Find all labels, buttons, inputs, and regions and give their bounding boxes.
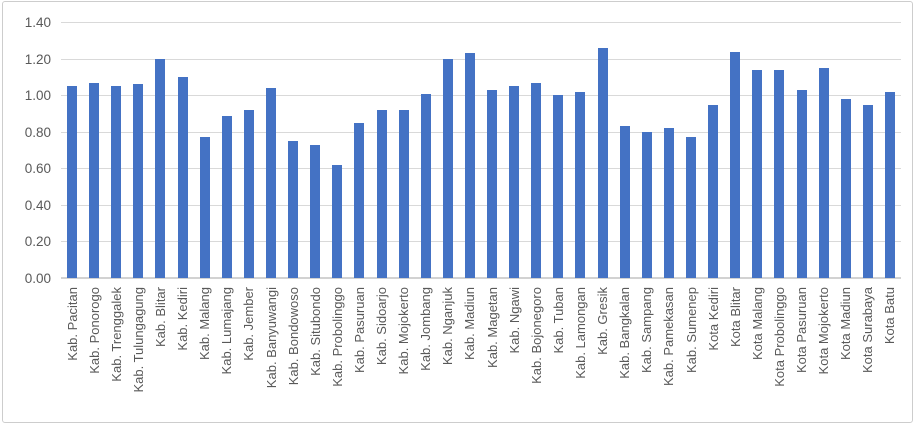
x-tick-label: Kab. Bondowoso: [285, 287, 301, 386]
x-tick-label: Kab. Pacitan: [64, 287, 80, 361]
x-tick-label: Kab. Magetan: [484, 287, 500, 368]
x-tick-label: Kab. Jember: [241, 287, 257, 361]
x-tick-label: Kota Blitar: [727, 287, 743, 347]
bar-kota-malang: [752, 69, 763, 278]
bar-kab-jombang: [420, 93, 431, 278]
y-tick-label: 0.00: [24, 271, 51, 286]
bar-kab-ngawi: [509, 86, 520, 278]
bar-kab-mojokerto: [398, 110, 409, 278]
x-tick-label: Kab. Mojokerto: [396, 287, 412, 375]
y-tick-label: 0.60: [24, 161, 51, 177]
bar-kab-probolinggo: [332, 164, 343, 278]
x-tick-label: Kab. Sampang: [639, 287, 655, 374]
bar-kab-tulungagung: [133, 84, 144, 278]
bar-kab-tuban: [553, 95, 564, 278]
x-tick-label: Kab. Pasuruan: [351, 287, 367, 374]
bar-kota-kediri: [708, 104, 719, 278]
bar-kab-bondowoso: [288, 141, 299, 278]
y-tick-label: 0.80: [24, 124, 51, 140]
gridline: [61, 131, 901, 133]
bar-kota-pasuruan: [796, 89, 807, 278]
x-tick-label: Kab. Sidoarjo: [374, 287, 390, 366]
bar-kab-pasuruan: [354, 122, 365, 278]
x-tick-label: Kab. Lumajang: [219, 287, 235, 375]
x-tick-label: Kab. Jombang: [418, 287, 434, 371]
bar-kab-jember: [243, 110, 254, 278]
bar-kab-bangkalan: [619, 126, 630, 278]
bar-kota-batu: [884, 91, 895, 278]
x-tick-label: Kota Probolinggo: [771, 287, 787, 387]
y-tick-label: 1.20: [24, 51, 51, 67]
y-tick-label: 1.00: [24, 88, 51, 104]
x-tick-label: Kab. Madiun: [462, 287, 478, 360]
x-tick-label: Kab. Bojonegoro: [528, 287, 544, 384]
x-tick-label: Kota Malang: [749, 287, 765, 360]
y-tick-label: 0.40: [24, 197, 51, 213]
x-tick-label: Kota Madiun: [838, 287, 854, 360]
bar-chart-frame: 0.00 0.20 0.40 0.60 0.80 1.00 1.20 1.40 Kab. Pa…: [2, 1, 913, 423]
bar-kab-sumenep: [686, 137, 696, 278]
x-tick-label: Kota Pasuruan: [794, 287, 810, 374]
x-tick-label: Kab. Nganjuk: [440, 287, 456, 366]
x-tick-label: Kota Mojokerto: [816, 287, 832, 375]
bar-kab-sampang: [641, 131, 652, 278]
bar-kab-kediri: [177, 77, 188, 278]
bar-kota-madiun: [840, 99, 851, 278]
bar-kab-pacitan: [67, 86, 78, 278]
bar-kab-madiun: [464, 53, 475, 278]
bar-kota-mojokerto: [818, 68, 829, 278]
bar-kab-magetan: [487, 89, 498, 278]
bar-kab-pamekasan: [663, 128, 674, 278]
y-tick-label: 1.40: [24, 15, 51, 31]
x-tick-label: Kab. Pamekasan: [661, 287, 677, 387]
bar-kab-nganjuk: [442, 58, 453, 278]
bar-kab-ponorogo: [89, 82, 100, 278]
x-tick-label: Kab. Banyuwangi: [263, 287, 279, 389]
x-tick-label: Kota Surabaya: [860, 287, 876, 374]
x-axis-line: [61, 277, 901, 279]
x-tick-label: Kab. Situbondo: [307, 287, 323, 376]
bar-kab-sidoarjo: [376, 110, 387, 278]
bar-kab-trenggalek: [111, 86, 122, 278]
x-tick-label: Kab. Tuban: [550, 287, 566, 354]
gridline: [61, 22, 901, 24]
gridline: [61, 58, 901, 60]
x-tick-label: Kab. Malang: [197, 287, 213, 360]
plot-area: [61, 2, 901, 279]
x-tick-label: Kota Batu: [882, 287, 898, 345]
bar-kab-lumajang: [221, 115, 232, 278]
x-tick-label: Kab. Ngawi: [506, 287, 522, 354]
x-tick-label: Kab. Ponorogo: [86, 287, 102, 374]
x-tick-label: Kab. Gresik: [595, 287, 611, 355]
x-tick-label: Kab. Kediri: [175, 287, 191, 351]
x-tick-label: Kab. Trenggalek: [108, 287, 124, 382]
x-tick-label: Kab. Bangkalan: [617, 287, 633, 379]
gridline: [61, 204, 901, 206]
gridline: [61, 168, 901, 170]
bar-kab-banyuwangi: [266, 88, 276, 278]
x-tick-label: Kab. Probolinggo: [329, 287, 345, 387]
bar-kota-blitar: [730, 51, 741, 278]
bar-kab-lamongan: [575, 91, 586, 278]
bar-kab-malang: [199, 137, 210, 278]
gridline: [61, 241, 901, 243]
bar-kota-surabaya: [862, 104, 873, 278]
x-tick-label: Kab. Blitar: [152, 287, 168, 347]
bar-kab-bojonegoro: [531, 82, 542, 278]
y-tick-label: 0.20: [24, 234, 51, 250]
bar-kab-situbondo: [310, 144, 321, 278]
bar-kab-blitar: [155, 58, 166, 278]
x-tick-label: Kab. Sumenep: [683, 287, 699, 374]
x-tick-label: Kab. Tulungagung: [130, 287, 146, 393]
gridline: [61, 95, 901, 97]
x-tick-label: Kota Kediri: [705, 287, 721, 351]
bar-kota-probolinggo: [774, 69, 785, 278]
bar-kab-gresik: [597, 47, 608, 278]
x-tick-label: Kab. Lamongan: [572, 287, 588, 379]
